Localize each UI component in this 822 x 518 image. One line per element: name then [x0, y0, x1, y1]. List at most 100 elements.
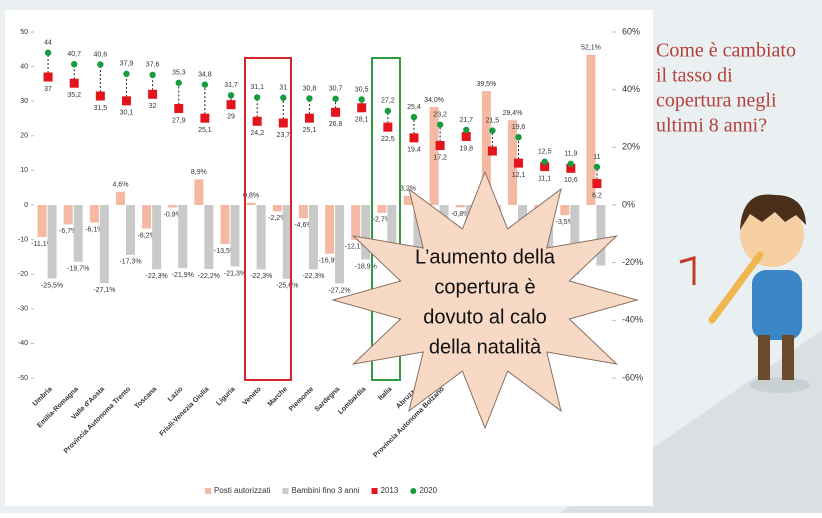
data-label: -6,1%: [85, 226, 103, 233]
data-label: 0,8%: [243, 193, 259, 200]
data-label: 35,3: [172, 70, 186, 77]
question-text: ultimi 8 anni?: [656, 115, 767, 137]
data-label: 21,7: [459, 117, 473, 124]
data-label: -2,7%: [373, 217, 391, 224]
bar: [125, 205, 135, 255]
data-label: 6,2: [592, 192, 602, 199]
y-tick-label: 30: [20, 98, 28, 105]
bar: [272, 205, 282, 212]
bar: [351, 205, 361, 240]
y2-tick-label: -60%: [622, 372, 643, 382]
data-label: -0,8%: [451, 211, 469, 218]
data-label: 23,7: [276, 132, 290, 139]
data-label: -6,7%: [59, 228, 77, 235]
point-2013: [566, 163, 576, 173]
data-label: 37,6: [146, 62, 160, 69]
point-2013: [331, 107, 341, 117]
data-label: -16,9%: [318, 258, 340, 265]
bar: [570, 205, 580, 275]
point-2013: [487, 146, 497, 156]
data-label: 31,7: [224, 82, 238, 89]
data-label: 8,9%: [191, 169, 207, 176]
y-tick-label: -40: [18, 340, 28, 347]
legend-label: 2013: [381, 486, 399, 495]
point-2013: [95, 91, 105, 101]
point-2020: [332, 95, 339, 102]
bar: [63, 205, 73, 225]
flute: [708, 251, 764, 324]
y2-tick-label: 0%: [622, 199, 635, 209]
data-label: 10,6: [564, 177, 578, 184]
legend-label: 2020: [419, 486, 437, 495]
bar: [361, 205, 371, 260]
data-label: -0,9%: [164, 211, 182, 218]
bar: [73, 205, 83, 262]
bar: [47, 205, 57, 279]
bar: [429, 106, 439, 205]
illustration: [679, 194, 810, 393]
highlight-veneto: [244, 57, 292, 381]
point-2020: [541, 158, 548, 165]
bar: [403, 195, 413, 205]
bar: [481, 91, 491, 205]
data-label: 25,1: [303, 127, 317, 134]
data-label: 40,6: [94, 51, 108, 58]
bar: [142, 205, 152, 229]
bar: [455, 205, 465, 208]
bar: [246, 202, 256, 205]
data-label: 24,2: [250, 130, 264, 137]
data-label: 39,5%: [476, 81, 496, 88]
data-label: 30,8: [303, 85, 317, 92]
data-label: -13,5%: [214, 248, 236, 255]
y-tick-label: -30: [18, 306, 28, 313]
data-label: -4,6%: [294, 222, 312, 229]
data-label: 27,2: [381, 98, 395, 105]
shirt: [752, 270, 802, 340]
y-tick-label: -50: [18, 375, 28, 382]
leg: [782, 335, 794, 380]
highlight-italia: [371, 57, 401, 381]
bar: [168, 205, 178, 208]
point-2013: [461, 131, 471, 141]
bar: [256, 205, 266, 270]
bar: [387, 205, 397, 263]
data-label: -3,5%: [556, 219, 574, 226]
bar: [596, 205, 606, 266]
point-2020: [384, 107, 392, 115]
data-label: 29: [227, 114, 235, 121]
data-label: 11,1: [538, 175, 551, 182]
data-label: 25,1: [198, 127, 212, 134]
point-2020: [515, 133, 522, 141]
legend-label: Bambini fino 3 anni: [291, 486, 359, 495]
bar: [230, 205, 240, 267]
data-label: 17,2: [433, 154, 447, 161]
point-2020: [253, 94, 261, 101]
y2-tick-label: -20%: [622, 257, 643, 267]
data-label: 30,5: [355, 86, 369, 93]
data-label: 19,4: [407, 147, 421, 154]
data-label: 34,0%: [424, 97, 444, 104]
callout-star: [331, 170, 639, 430]
data-label: -22,3%: [250, 273, 272, 280]
data-label: -25,6%: [276, 283, 298, 290]
bar: [377, 205, 387, 213]
data-label: 31,1: [250, 84, 264, 91]
point-2013: [304, 113, 314, 123]
data-label: -22,2%: [198, 273, 220, 280]
point-2020: [97, 61, 104, 68]
point-2013: [148, 89, 158, 99]
y-tick-label: 10: [20, 167, 28, 174]
data-label: -11,1%: [31, 241, 53, 248]
data-label: -21,3%: [224, 270, 246, 277]
point-2020: [489, 127, 496, 134]
data-label: 23,2: [433, 112, 447, 119]
data-label: -2,2%: [268, 215, 286, 222]
point-2013: [226, 100, 236, 110]
data-label: 26,8: [329, 121, 343, 128]
point-2020: [280, 94, 287, 101]
data-label: -22,3%: [146, 273, 168, 280]
bar: [308, 205, 318, 270]
bar: [282, 205, 292, 279]
bar: [586, 54, 596, 205]
